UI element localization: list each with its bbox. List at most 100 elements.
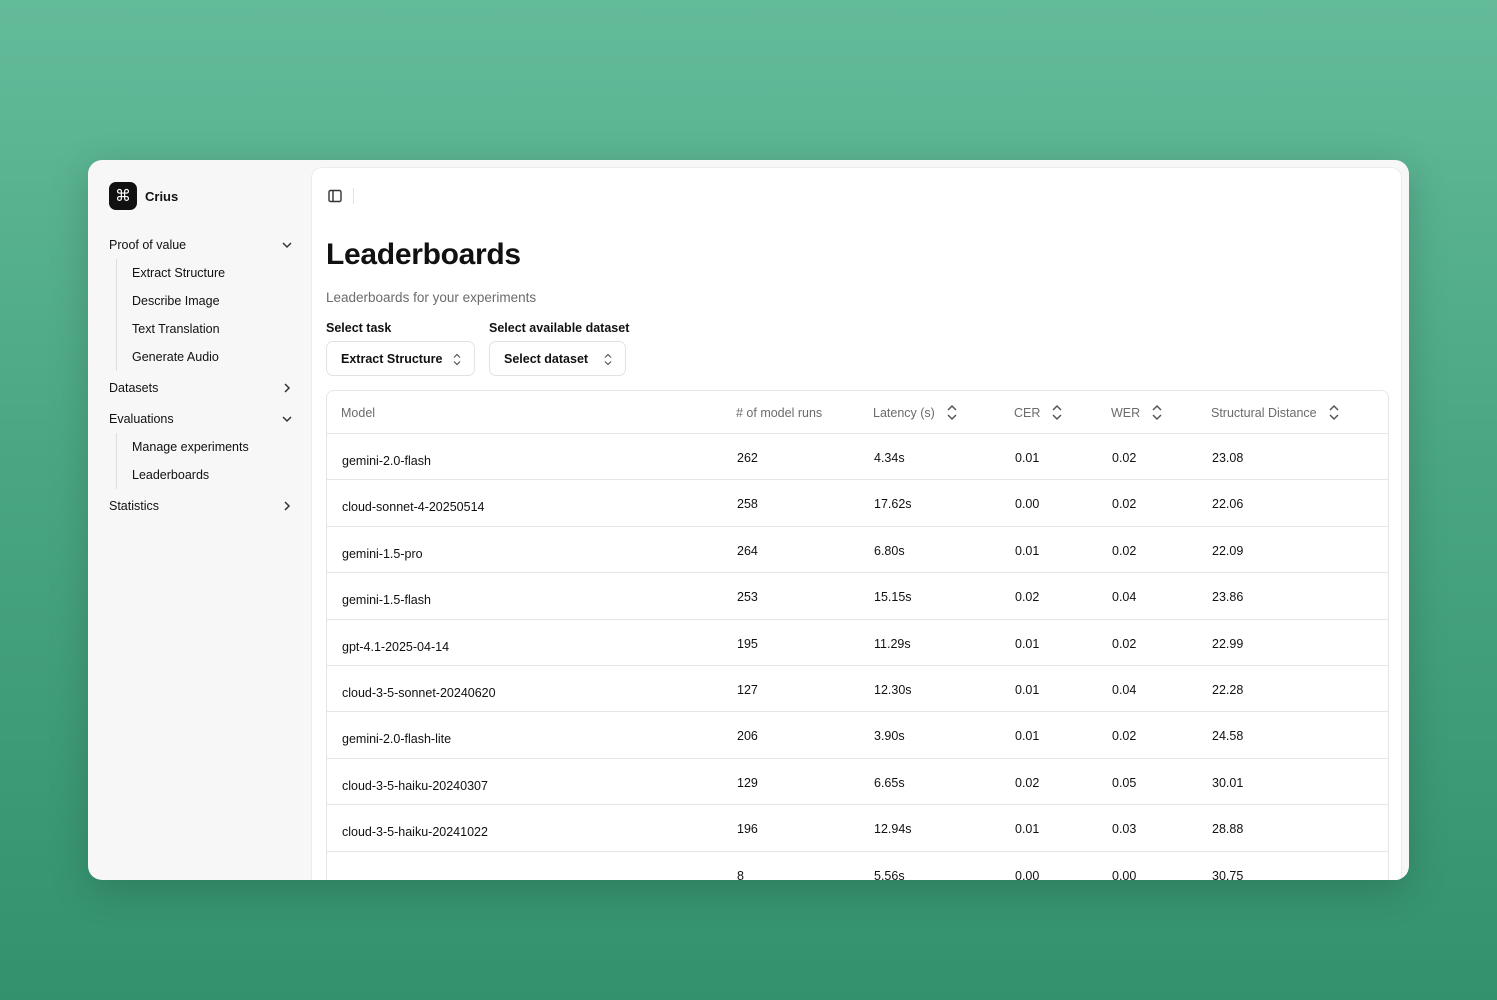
sidebar-group-proof-of-value[interactable]: Proof of value <box>109 231 294 259</box>
sidebar-subnav: Manage experiments Leaderboards <box>116 433 294 489</box>
sidebar-item-manage-experiments[interactable]: Manage experiments <box>132 440 249 454</box>
column-header-cer[interactable]: CER <box>1014 391 1063 434</box>
table-cell-structural-distance: 22.06 <box>1212 497 1244 512</box>
table-cell-cer: 0.02 <box>1015 775 1040 790</box>
sidebar-group-evaluations[interactable]: Evaluations <box>109 405 294 433</box>
column-header-structural-distance[interactable]: Structural Distance <box>1211 391 1340 434</box>
table-row[interactable]: cloud-sonnet-4-20250514 258 17.62s 0.00 0.02… <box>327 480 1388 527</box>
table-row[interactable]: cloud-3-5-haiku-20241022 196 12.94s 0.01 0.0… <box>327 805 1388 852</box>
sidebar-group-label: Statistics <box>109 499 160 513</box>
dataset-select-value: Select dataset <box>504 351 589 366</box>
column-header-wer[interactable]: WER <box>1111 391 1163 434</box>
chevron-up-down-icon <box>604 353 612 366</box>
sidebar-item-text-translation[interactable]: Text Translation <box>132 322 220 336</box>
table-cell-structural-distance: 23.86 <box>1212 590 1244 605</box>
table-cell-of-model-runs: 129 <box>737 775 758 790</box>
table-cell-cer: 0.01 <box>1015 822 1040 837</box>
table-body: gemini-2.0-flash 262 4.34s 0.01 0.02 23.08 clo… <box>327 434 1388 880</box>
sort-icon <box>1052 404 1062 421</box>
table-cell-of-model-runs: 195 <box>737 636 758 651</box>
page-subtitle: Leaderboards for your experiments <box>326 290 537 305</box>
table-cell-of-model-runs: 264 <box>737 543 758 558</box>
chevron-up-down-icon <box>453 353 461 366</box>
table-cell-structural-distance: 22.99 <box>1212 636 1244 651</box>
table-cell-wer: 0.02 <box>1112 451 1137 465</box>
table-cell-of-model-runs: 8 <box>737 868 744 880</box>
table-cell-structural-distance: 24.58 <box>1212 729 1244 744</box>
chevron-right-icon <box>284 501 291 511</box>
table-cell-of-model-runs: 206 <box>737 729 758 744</box>
sidebar-item-leaderboards[interactable]: Leaderboards <box>132 468 210 482</box>
page-title: Leaderboards <box>326 238 521 271</box>
task-select-label: Select task <box>326 321 392 335</box>
sort-icon <box>1152 404 1162 421</box>
column-header-label: # of model runs <box>736 405 823 420</box>
table-cell-model: gemini-1.5-pro <box>342 546 423 561</box>
sidebar-nav: Proof of value Extract Structure Describe … <box>109 231 294 523</box>
table-cell-cer: 0.01 <box>1015 636 1040 651</box>
main-panel: Leaderboards Leaderboards for your exper… <box>312 168 1401 880</box>
sidebar-group-statistics[interactable]: Statistics <box>109 492 294 520</box>
table-cell-of-model-runs: 127 <box>737 682 758 697</box>
table-cell-wer: 0.04 <box>1112 590 1137 605</box>
table-cell-wer: 0.02 <box>1112 497 1137 512</box>
table-row[interactable]: 8 5.56s 0.00 0.00 30.75 <box>327 852 1388 880</box>
table-cell-cer: 0.00 <box>1015 868 1040 880</box>
chevron-right-icon <box>284 383 291 393</box>
table-row[interactable]: gemini-2.0-flash-lite 206 3.90s 0.01 0.02 24.… <box>327 712 1388 759</box>
table-row[interactable]: gemini-2.0-flash 262 4.34s 0.01 0.02 23.08 <box>327 434 1388 481</box>
table-cell-latency-s: 6.65s <box>874 775 905 790</box>
table-cell-latency-s: 15.15s <box>874 590 912 605</box>
task-select-value: Extract Structure <box>341 351 443 366</box>
app-window: ⌘ Crius Proof of value Extract Structure D… <box>88 160 1409 880</box>
chevron-down-icon <box>282 416 292 423</box>
sidebar-subnav: Extract Structure Describe Image Text Tran… <box>116 259 294 371</box>
table-cell-model: gpt-4.1-2025-04-14 <box>342 639 450 654</box>
sidebar-item-extract-structure[interactable]: Extract Structure <box>132 266 226 280</box>
sidebar-toggle-icon[interactable] <box>327 188 343 204</box>
chevron-down-icon <box>282 242 292 249</box>
table-cell-of-model-runs: 258 <box>737 497 758 512</box>
table-cell-model: cloud-3-5-haiku-20241022 <box>342 825 488 840</box>
sidebar: ⌘ Crius Proof of value Extract Structure D… <box>88 160 310 880</box>
table-cell-wer: 0.02 <box>1112 636 1137 651</box>
table-row[interactable]: cloud-3-5-haiku-20240307 129 6.65s 0.02 0.05… <box>327 759 1388 806</box>
table-cell-latency-s: 17.62s <box>874 497 912 512</box>
sidebar-item-generate-audio[interactable]: Generate Audio <box>132 350 219 364</box>
table-cell-latency-s: 12.94s <box>874 822 912 837</box>
table-cell-model: cloud-3-5-sonnet-20240620 <box>342 685 496 700</box>
table-cell-cer: 0.02 <box>1015 590 1040 605</box>
table-cell-of-model-runs: 253 <box>737 590 758 605</box>
task-select[interactable]: Extract Structure <box>326 341 475 376</box>
sort-icon <box>947 404 957 421</box>
table-row[interactable]: gemini-1.5-pro 264 6.80s 0.01 0.02 22.09 <box>327 527 1388 574</box>
command-icon: ⌘ <box>109 182 137 210</box>
table-cell-cer: 0.01 <box>1015 543 1040 558</box>
sidebar-group-label: Proof of value <box>109 238 187 252</box>
table-cell-cer: 0.01 <box>1015 729 1040 744</box>
table-cell-structural-distance: 28.88 <box>1212 822 1244 837</box>
column-header-label: Model <box>341 405 376 420</box>
sidebar-group-label: Datasets <box>109 381 159 395</box>
column-header-model: Model <box>341 391 375 434</box>
column-header-latency-s[interactable]: Latency (s) <box>873 391 958 434</box>
table-row[interactable]: gemini-1.5-flash 253 15.15s 0.02 0.04 23.86 <box>327 573 1388 620</box>
table-row[interactable]: cloud-3-5-sonnet-20240620 127 12.30s 0.01 0.… <box>327 666 1388 713</box>
table-cell-cer: 0.01 <box>1015 682 1040 697</box>
table-row[interactable]: gpt-4.1-2025-04-14 195 11.29s 0.01 0.02 22.99 <box>327 620 1388 666</box>
table-cell-model: gemini-2.0-flash-lite <box>342 732 452 747</box>
sidebar-group-label: Evaluations <box>109 412 174 426</box>
sidebar-item-describe-image[interactable]: Describe Image <box>132 294 220 308</box>
table-cell-model: gemini-2.0-flash <box>342 454 431 468</box>
dataset-select[interactable]: Select dataset <box>489 341 626 376</box>
column-header-label: Structural Distance <box>1211 405 1317 420</box>
table-header: Model # of model runs Latency (s) CER WER Str… <box>327 391 1388 434</box>
table-cell-latency-s: 5.56s <box>874 868 905 880</box>
table-cell-structural-distance: 22.28 <box>1212 682 1244 697</box>
table-cell-model: cloud-sonnet-4-20250514 <box>342 500 485 515</box>
table-cell-cer: 0.00 <box>1015 497 1040 512</box>
table-cell-structural-distance: 30.75 <box>1212 868 1244 880</box>
brand[interactable]: ⌘ Crius <box>109 182 178 210</box>
dataset-select-label: Select available dataset <box>489 321 630 335</box>
sidebar-group-datasets[interactable]: Datasets <box>109 374 294 402</box>
